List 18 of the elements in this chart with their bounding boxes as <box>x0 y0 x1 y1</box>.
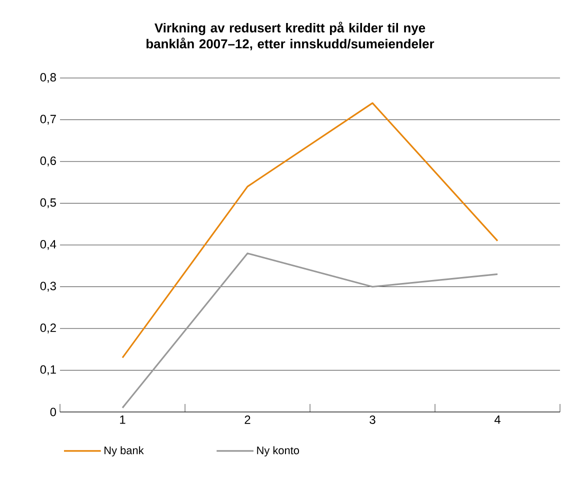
y-tick-label: 0,2 <box>40 324 56 334</box>
y-tick-label: 0,3 <box>40 282 56 292</box>
y-tick-label: 0,7 <box>40 114 56 125</box>
chart-title: Virkning av redusert kreditt på kilder til nye banklån 2007–12, etter innskudd/sumeiendeler <box>146 22 434 50</box>
y-tick-label: 0,6 <box>40 156 56 166</box>
x-tick-label: 3 <box>370 416 376 424</box>
x-tick-label: 1 <box>120 416 126 424</box>
y-tick-label: 0,4 <box>40 240 56 250</box>
y-tick-label: 0,8 <box>40 73 56 83</box>
x-tick-label: 2 <box>244 416 250 424</box>
legend-label: Ny konto <box>257 446 300 456</box>
y-tick-label: 0,1 <box>40 365 56 376</box>
line-series <box>122 102 498 359</box>
y-tick-label: 0,5 <box>40 198 56 208</box>
legend-label: Ny bank <box>104 446 144 456</box>
y-tick-label: 0 <box>50 408 56 416</box>
line-series <box>122 252 498 409</box>
x-tick-label: 4 <box>494 416 500 424</box>
